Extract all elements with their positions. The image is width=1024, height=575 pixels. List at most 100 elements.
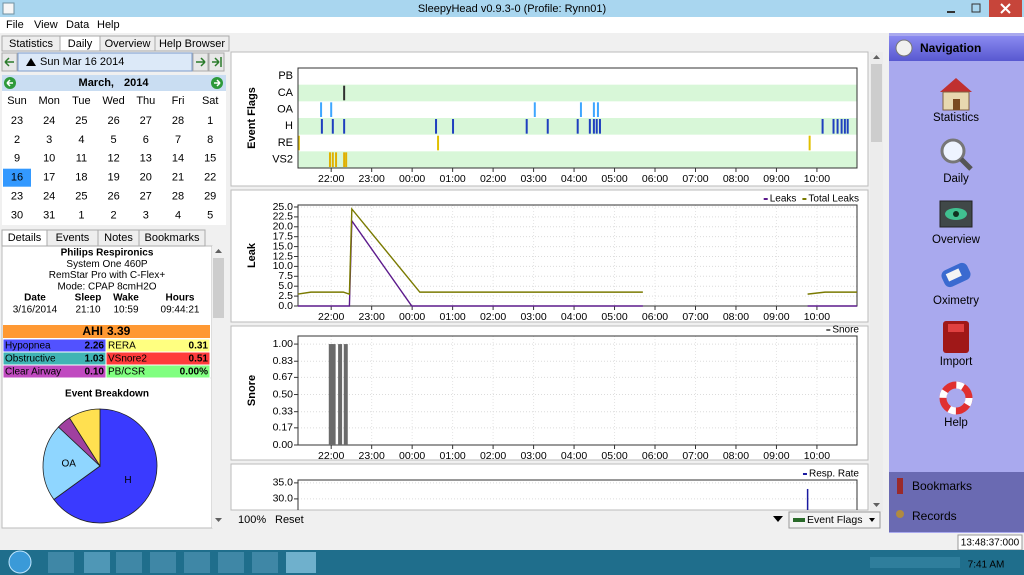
- menu-item[interactable]: Help: [97, 19, 120, 31]
- calendar-day[interactable]: 24: [43, 191, 55, 203]
- calendar-day[interactable]: 20: [140, 172, 152, 184]
- taskbar-app[interactable]: [150, 552, 176, 573]
- taskbar-app[interactable]: [48, 552, 74, 573]
- calendar-day[interactable]: 24: [43, 115, 55, 127]
- calendar-day[interactable]: 4: [175, 209, 181, 221]
- calendar-day[interactable]: 7: [175, 134, 181, 146]
- taskbar-app-active[interactable]: [286, 552, 316, 573]
- calendar-day[interactable]: 13: [140, 153, 152, 165]
- overview-icon[interactable]: [939, 200, 973, 228]
- calendar-day[interactable]: 16: [11, 172, 23, 184]
- navigation-records[interactable]: Records: [912, 509, 957, 523]
- calendar-day[interactable]: 11: [76, 153, 87, 165]
- oximetry-icon[interactable]: [940, 261, 973, 289]
- detail-tab[interactable]: [138, 229, 206, 247]
- calendar-day[interactable]: 4: [78, 134, 84, 146]
- calendar-day[interactable]: 10: [43, 153, 55, 165]
- calendar-day[interactable]: 6: [143, 134, 149, 146]
- help-icon[interactable]: [939, 381, 973, 415]
- calendar-day[interactable]: 5: [111, 134, 117, 146]
- calendar-day[interactable]: 3: [46, 134, 52, 146]
- daily-icon[interactable]: [940, 138, 973, 171]
- weekday: Mon: [38, 95, 59, 107]
- menu-item[interactable]: View: [34, 19, 58, 31]
- y-tick-label: 17.5: [273, 230, 294, 242]
- calendar-day[interactable]: 22: [204, 172, 216, 184]
- calendar-day[interactable]: 19: [107, 172, 119, 184]
- start-button[interactable]: [8, 550, 32, 574]
- graph-select[interactable]: [788, 511, 881, 529]
- x-tick-label: 09:00: [763, 173, 789, 185]
- calendar-day[interactable]: 21: [172, 172, 184, 184]
- details-scroll-thumb[interactable]: [213, 258, 224, 318]
- y-tick-label: 10.0: [273, 260, 294, 272]
- calendar-day[interactable]: 5: [207, 209, 213, 221]
- calendar-day[interactable]: 23: [11, 115, 23, 127]
- plot-frame: [297, 479, 858, 510]
- calendar-day[interactable]: 29: [204, 191, 216, 203]
- calendar-day[interactable]: 1: [207, 115, 213, 127]
- menu-item[interactable]: Data: [66, 19, 90, 31]
- calendar-day[interactable]: 27: [140, 115, 152, 127]
- x-tick-label: 09:00: [763, 450, 789, 462]
- x-tick-label: 22:00: [318, 311, 344, 323]
- calendar-day[interactable]: 31: [43, 209, 55, 221]
- x-tick-label: 23:00: [359, 311, 385, 323]
- calendar-day[interactable]: 17: [43, 172, 55, 184]
- navigation-item[interactable]: Import: [940, 356, 973, 368]
- calendar-day[interactable]: 23: [11, 191, 23, 203]
- flag-row-label: RE: [278, 137, 293, 149]
- x-tick-label: 08:00: [723, 173, 749, 185]
- calendar-day[interactable]: 1: [78, 209, 84, 221]
- calendar-day[interactable]: 28: [172, 115, 184, 127]
- import-icon[interactable]: [943, 321, 969, 353]
- bar: [338, 344, 343, 445]
- graph-menu-arrow[interactable]: [773, 516, 783, 522]
- calendar-day[interactable]: 3: [143, 209, 149, 221]
- menu-item[interactable]: File: [6, 19, 24, 31]
- session-header: Date: [24, 293, 46, 304]
- session-value: 09:44:21: [161, 305, 200, 316]
- x-tick-label: 02:00: [480, 311, 506, 323]
- navigation-item[interactable]: Overview: [932, 234, 981, 246]
- taskbar-app[interactable]: [218, 552, 244, 573]
- calendar-day[interactable]: 14: [172, 153, 184, 165]
- calendar-day[interactable]: 26: [107, 115, 119, 127]
- taskbar-app[interactable]: [252, 552, 278, 573]
- calendar-day[interactable]: 25: [75, 115, 87, 127]
- calendar-day[interactable]: 27: [140, 191, 152, 203]
- calendar-day[interactable]: 9: [14, 153, 20, 165]
- close-icon: [1000, 3, 1011, 14]
- calendar-day[interactable]: 8: [207, 134, 213, 146]
- reset-button[interactable]: Reset: [275, 514, 304, 526]
- calendar-day[interactable]: 28: [172, 191, 184, 203]
- calendar-day[interactable]: 2: [14, 134, 20, 146]
- navigation-item[interactable]: Daily: [943, 173, 969, 185]
- x-tick-label: 01:00: [439, 311, 465, 323]
- taskbar-app[interactable]: [184, 552, 210, 573]
- calendar-day[interactable]: 25: [75, 191, 87, 203]
- statistics-icon[interactable]: [940, 78, 972, 111]
- calendar-header: [2, 75, 226, 91]
- graph-scroll-thumb[interactable]: [871, 64, 882, 142]
- navigation-bookmarks[interactable]: Bookmarks: [912, 479, 972, 493]
- calendar-day[interactable]: 15: [204, 153, 216, 165]
- navigation-item[interactable]: Help: [944, 417, 968, 429]
- calendar-day[interactable]: 2: [111, 209, 117, 221]
- navigation-item[interactable]: Statistics: [933, 112, 979, 124]
- tab[interactable]: [154, 35, 230, 52]
- calendar-day[interactable]: 26: [107, 191, 119, 203]
- x-tick-label: 03:00: [520, 450, 546, 462]
- ahi-bar: [3, 325, 210, 338]
- calendar-day[interactable]: 18: [75, 172, 87, 184]
- x-tick-label: 05:00: [601, 450, 627, 462]
- index-name: PB/CSR: [108, 367, 145, 378]
- navigation-item[interactable]: Oximetry: [933, 295, 979, 307]
- taskbar-app[interactable]: [84, 552, 110, 573]
- graph-scrollbar[interactable]: [870, 52, 883, 512]
- date-field[interactable]: [17, 52, 193, 72]
- restore-button[interactable]: [971, 3, 981, 13]
- calendar-day[interactable]: 30: [11, 209, 23, 221]
- taskbar-app[interactable]: [116, 552, 142, 573]
- calendar-day[interactable]: 12: [107, 153, 119, 165]
